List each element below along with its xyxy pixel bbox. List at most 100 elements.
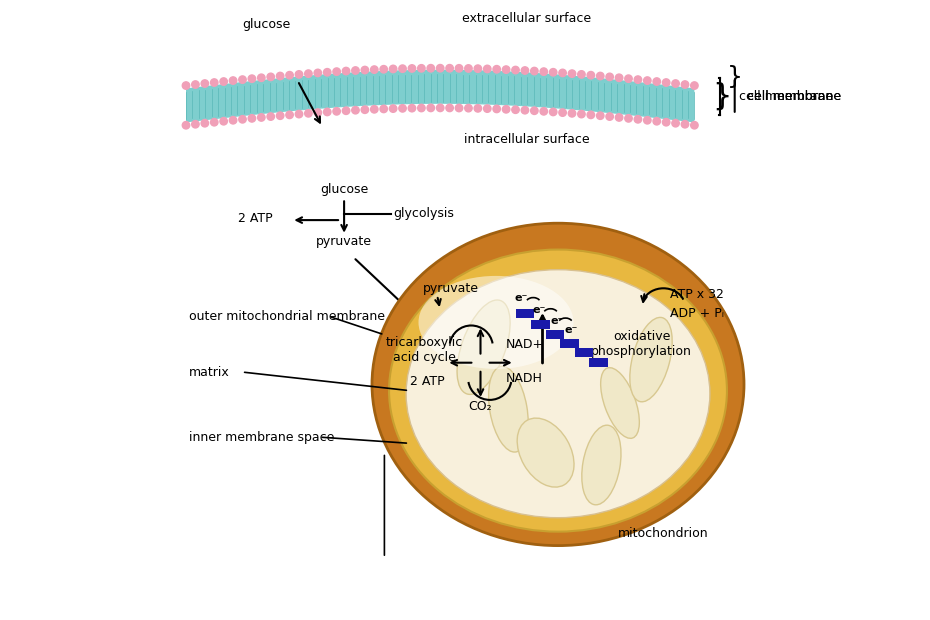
Circle shape xyxy=(380,66,388,73)
Circle shape xyxy=(408,104,416,112)
Circle shape xyxy=(352,107,359,114)
Circle shape xyxy=(521,67,528,74)
Text: e⁻: e⁻ xyxy=(565,326,578,335)
Circle shape xyxy=(616,113,623,121)
Circle shape xyxy=(314,109,322,117)
Circle shape xyxy=(578,110,585,118)
Circle shape xyxy=(352,67,359,74)
Text: NAD+: NAD+ xyxy=(505,338,543,350)
Circle shape xyxy=(512,66,519,74)
Text: ADP + Pᵢ: ADP + Pᵢ xyxy=(670,307,724,319)
Circle shape xyxy=(201,80,208,87)
Circle shape xyxy=(258,74,265,81)
Circle shape xyxy=(559,69,566,77)
Ellipse shape xyxy=(457,300,511,394)
Text: CO₂: CO₂ xyxy=(469,400,492,412)
Circle shape xyxy=(230,77,237,84)
Circle shape xyxy=(295,110,302,118)
Circle shape xyxy=(370,66,378,73)
Text: }: } xyxy=(726,66,743,89)
Text: e⁻: e⁻ xyxy=(533,305,546,315)
Circle shape xyxy=(634,76,642,83)
Text: glucose: glucose xyxy=(320,183,368,195)
Circle shape xyxy=(324,108,331,116)
Circle shape xyxy=(305,110,312,117)
Circle shape xyxy=(671,120,679,127)
Circle shape xyxy=(568,70,576,78)
Ellipse shape xyxy=(517,418,574,487)
Text: pyruvate: pyruvate xyxy=(316,236,372,248)
Circle shape xyxy=(568,110,576,117)
Circle shape xyxy=(493,105,500,113)
Circle shape xyxy=(219,78,227,86)
Text: tricarboxylic
acid cycle: tricarboxylic acid cycle xyxy=(386,336,463,365)
Circle shape xyxy=(427,104,434,112)
Circle shape xyxy=(192,120,199,128)
Circle shape xyxy=(305,70,312,78)
Circle shape xyxy=(276,112,284,120)
Text: ATP x 32: ATP x 32 xyxy=(670,288,724,301)
Text: }: } xyxy=(712,82,732,110)
Circle shape xyxy=(210,79,218,86)
Circle shape xyxy=(596,73,604,80)
Circle shape xyxy=(201,120,208,127)
FancyBboxPatch shape xyxy=(575,348,593,357)
Circle shape xyxy=(276,73,284,80)
Circle shape xyxy=(653,118,660,125)
Circle shape xyxy=(408,64,416,72)
Circle shape xyxy=(390,65,397,73)
Circle shape xyxy=(239,76,246,83)
Circle shape xyxy=(606,113,614,120)
Ellipse shape xyxy=(601,368,639,438)
Circle shape xyxy=(465,64,472,72)
Circle shape xyxy=(691,82,698,89)
Circle shape xyxy=(634,115,642,123)
Text: pyruvate: pyruvate xyxy=(423,282,479,294)
Circle shape xyxy=(662,79,670,86)
Circle shape xyxy=(361,66,368,74)
Circle shape xyxy=(248,75,256,82)
Circle shape xyxy=(474,105,482,112)
Text: glucose: glucose xyxy=(243,19,291,31)
Ellipse shape xyxy=(630,317,672,402)
Text: cell membrane: cell membrane xyxy=(747,90,842,102)
Circle shape xyxy=(502,105,510,113)
Circle shape xyxy=(192,81,199,88)
Ellipse shape xyxy=(488,366,528,452)
Circle shape xyxy=(219,118,227,125)
Circle shape xyxy=(427,64,434,72)
Circle shape xyxy=(267,73,274,81)
Circle shape xyxy=(644,117,651,124)
Circle shape xyxy=(333,108,340,115)
Circle shape xyxy=(550,108,557,116)
Circle shape xyxy=(333,68,340,76)
Text: inner membrane space: inner membrane space xyxy=(189,431,335,443)
Circle shape xyxy=(531,107,538,115)
Text: cell membrane: cell membrane xyxy=(747,90,842,102)
Text: glycolysis: glycolysis xyxy=(393,208,455,220)
Circle shape xyxy=(248,115,256,122)
Circle shape xyxy=(540,108,548,115)
Circle shape xyxy=(436,104,444,112)
Circle shape xyxy=(445,64,453,72)
Circle shape xyxy=(691,122,698,129)
Ellipse shape xyxy=(418,276,574,369)
PathPatch shape xyxy=(186,70,695,123)
Text: oxidative
phosphorylation: oxidative phosphorylation xyxy=(591,330,692,358)
Circle shape xyxy=(625,115,632,122)
Circle shape xyxy=(484,65,491,73)
Text: NADH: NADH xyxy=(505,372,542,384)
Text: e⁻: e⁻ xyxy=(514,293,527,303)
Circle shape xyxy=(662,118,670,126)
Circle shape xyxy=(267,113,274,120)
Circle shape xyxy=(286,71,293,79)
Text: matrix: matrix xyxy=(189,366,230,378)
Circle shape xyxy=(182,82,190,89)
Circle shape xyxy=(521,107,528,114)
Circle shape xyxy=(587,111,594,118)
Circle shape xyxy=(239,115,246,123)
Circle shape xyxy=(606,73,614,81)
Circle shape xyxy=(342,107,350,115)
Circle shape xyxy=(587,71,594,79)
Circle shape xyxy=(380,105,388,113)
